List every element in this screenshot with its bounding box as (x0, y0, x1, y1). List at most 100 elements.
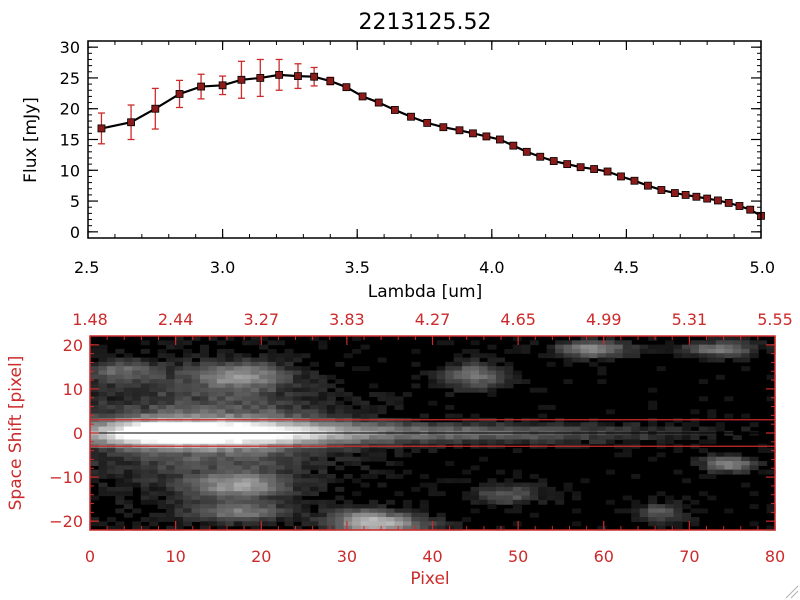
image-pixel (360, 400, 370, 406)
image-pixel (140, 409, 150, 415)
image-pixel (453, 357, 463, 363)
image-pixel (208, 521, 218, 527)
image-pixel (250, 396, 260, 402)
image-pixel (174, 426, 184, 432)
image-pixel (208, 495, 218, 501)
image-pixel (360, 517, 370, 522)
image-pixel (216, 435, 226, 441)
image-pixel (132, 465, 142, 471)
image-pixel (140, 392, 150, 397)
image-pixel (174, 366, 184, 372)
image-pixel (749, 504, 759, 510)
image-pixel (183, 379, 193, 385)
image-pixel (309, 521, 319, 527)
resize-grip-icon[interactable] (785, 585, 799, 599)
image-pixel (487, 379, 497, 385)
image-pixel (90, 521, 100, 527)
image-pixel (385, 396, 396, 402)
image-pixel (631, 499, 641, 505)
image-pixel (512, 348, 522, 354)
image-pixel (115, 370, 125, 376)
image-pixel (174, 409, 184, 415)
image-pixel (284, 353, 294, 359)
image-pixel (225, 448, 235, 453)
image-pixel (352, 525, 362, 531)
image-pixel (292, 517, 303, 522)
image-pixel (648, 404, 658, 410)
image-pixel (233, 504, 243, 510)
image-pixel (402, 508, 412, 514)
image-pixel (512, 469, 522, 475)
image-pixel (301, 387, 311, 393)
image-pixel (470, 465, 480, 471)
image-pixel (191, 452, 201, 458)
image-pixel (453, 366, 463, 372)
image-pixel (157, 491, 167, 497)
image-pixel (470, 387, 480, 393)
image-pixel (123, 379, 133, 385)
image-pixel (301, 465, 311, 471)
image-pixel (123, 387, 133, 393)
image-pixel (538, 482, 548, 488)
image-pixel (529, 495, 539, 501)
data-point (256, 74, 265, 82)
image-pixel (233, 396, 243, 402)
image-pixel (208, 366, 218, 372)
data-point (455, 126, 464, 135)
image-pixel (208, 465, 218, 471)
image-pixel (546, 348, 556, 354)
image-pixel (377, 448, 387, 453)
image-pixel (521, 486, 531, 492)
image-pixel (123, 426, 133, 432)
image-pixel (665, 508, 675, 514)
image-pixel (377, 404, 387, 410)
image-pixel (631, 348, 641, 354)
image-pixel (216, 353, 226, 359)
image-pixel (250, 374, 260, 380)
image-pixel (259, 486, 269, 492)
image-pixel (259, 469, 269, 475)
image-pixel (174, 361, 184, 367)
image-pixel (115, 366, 125, 372)
image-pixel (250, 473, 260, 479)
image-pixel (385, 473, 396, 479)
image-pixel (149, 387, 159, 393)
image-pixel (732, 357, 742, 363)
image-pixel (284, 512, 294, 518)
image-pixel (267, 499, 277, 505)
image-pixel (529, 439, 539, 445)
image-pixel (758, 469, 768, 475)
image-pixel (318, 521, 328, 527)
image-pixel (394, 517, 404, 522)
image-pixel (369, 499, 379, 505)
image-pixel (724, 452, 734, 458)
image-pixel (267, 482, 277, 488)
image-pixel (115, 456, 125, 462)
image-pixel (377, 452, 387, 458)
image-pixel (470, 383, 480, 389)
image-pixel (106, 357, 116, 363)
image-pixel (267, 392, 277, 397)
image-pixel (115, 452, 125, 458)
image-pixel (411, 521, 421, 527)
image-pixel (174, 392, 184, 397)
image-pixel (335, 508, 345, 514)
image-pixel (326, 478, 336, 484)
image-pixel (360, 422, 370, 428)
image-pixel (233, 456, 243, 462)
image-pixel (284, 374, 294, 380)
image-pixel (140, 491, 150, 497)
image-pixel (462, 439, 472, 445)
image-pixel (605, 353, 615, 359)
image-pixel (292, 379, 303, 385)
image-pixel (766, 344, 776, 350)
image-pixel (166, 504, 176, 510)
image-pixel (512, 473, 522, 479)
image-pixel (183, 461, 193, 466)
image-pixel (741, 465, 751, 471)
image-pixel (267, 409, 277, 415)
image-pixel (208, 336, 218, 341)
image-pixel (292, 404, 303, 410)
image-pixel (521, 495, 531, 501)
image-pixel (208, 473, 218, 479)
